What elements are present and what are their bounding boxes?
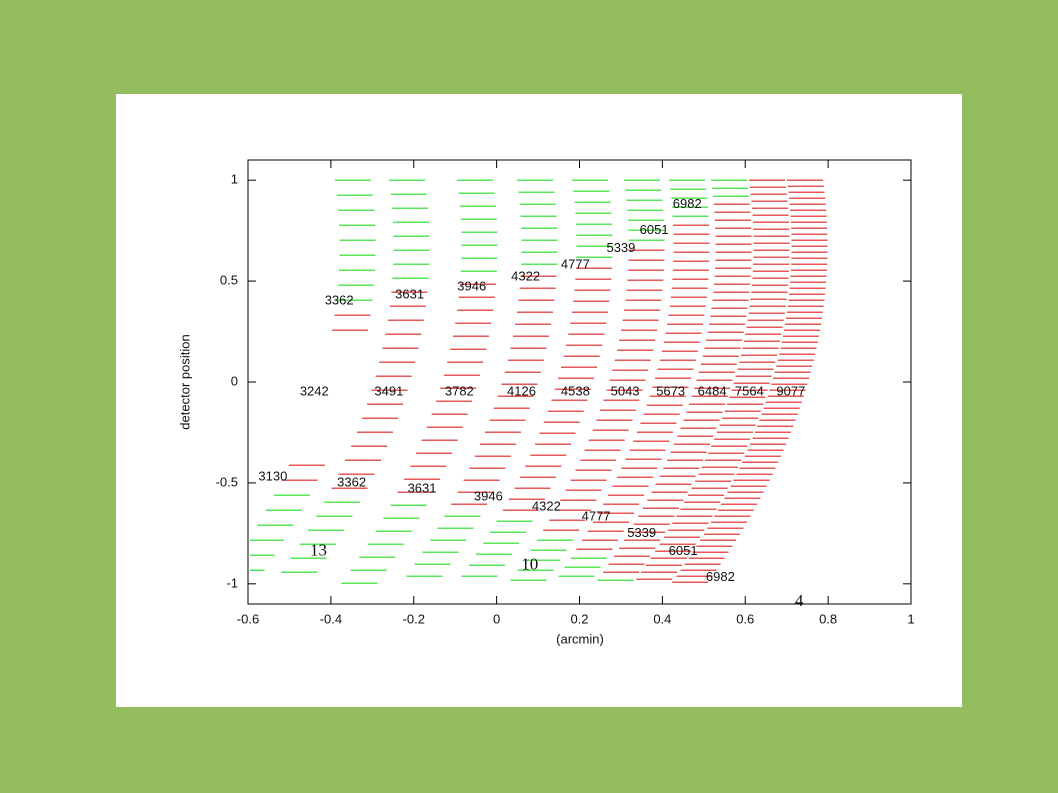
annotation: 3491 (374, 384, 403, 399)
panel (116, 94, 962, 707)
annotation: 5043 (611, 384, 640, 399)
y-axis-label: detector position (177, 334, 192, 429)
annotation: 5673 (656, 384, 685, 399)
annotation: 4 (795, 591, 804, 610)
annotation: 3242 (300, 384, 329, 399)
annotation: 3130 (258, 468, 287, 483)
x-tick-label: -0.4 (320, 611, 342, 626)
annotation: 6051 (640, 222, 669, 237)
annotation: 5339 (606, 240, 635, 255)
x-tick-label: 1 (907, 611, 914, 626)
annotation: 4777 (561, 256, 590, 271)
annotation: 3946 (474, 488, 503, 503)
annotation: 4777 (582, 509, 611, 524)
annotation: 10 (521, 555, 538, 574)
x-tick-label: 0.4 (653, 611, 671, 626)
annotation: 7564 (735, 384, 764, 399)
annotation: 5339 (627, 525, 656, 540)
y-tick-label: -1 (226, 575, 238, 590)
y-tick-label: -0.5 (216, 474, 238, 489)
annotation: 4322 (532, 499, 561, 514)
annotation: 6982 (706, 569, 735, 584)
annotation: 3782 (445, 384, 474, 399)
annotation: 6051 (669, 543, 698, 558)
annotation: 3362 (337, 474, 366, 489)
annotation: 3631 (408, 480, 437, 495)
x-tick-label: 0.2 (570, 611, 588, 626)
annotation: 3631 (395, 287, 424, 302)
y-tick-label: 0 (231, 373, 238, 388)
dash-field (250, 179, 828, 584)
annotation: 9077 (776, 384, 805, 399)
annotation: 3946 (457, 279, 486, 294)
x-tick-label: 0.8 (819, 611, 837, 626)
x-tick-label: 0.6 (736, 611, 754, 626)
annotation: 6982 (673, 196, 702, 211)
x-axis-label: (arcmin) (556, 631, 604, 646)
annotation: 4126 (507, 384, 536, 399)
annotation: 4538 (561, 384, 590, 399)
x-tick-label: -0.6 (237, 611, 259, 626)
y-tick-label: 0.5 (220, 273, 238, 288)
annotation: 3362 (325, 293, 354, 308)
x-tick-label: 0 (493, 611, 500, 626)
annotation: 6484 (698, 384, 727, 399)
annotation: 13 (310, 540, 327, 559)
x-tick-label: -0.2 (403, 611, 425, 626)
y-tick-label: 1 (231, 172, 238, 187)
annotation: 4322 (511, 268, 540, 283)
